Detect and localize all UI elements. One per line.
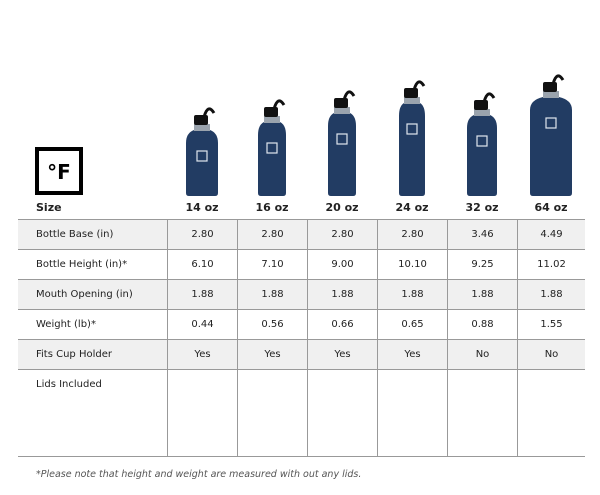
cap-handle [202,107,216,118]
size-label: 14 oz [185,200,219,214]
cap-handle [482,92,496,103]
value-cell: 7.10 [237,249,307,279]
bottle-neck [404,97,420,104]
value-cell: 6.10 [167,249,237,279]
value-cell: 3.46 [447,219,517,249]
cap-handle [551,74,565,85]
value-cell: 9.00 [307,249,377,279]
logo: °F [47,160,71,184]
value-cell: 1.55 [517,309,585,339]
logo-box [35,147,83,195]
bottle-logo [196,150,208,162]
bottle-cap [474,100,488,110]
bottle-body [467,115,497,196]
value-cell: 1.88 [377,279,447,309]
value-cell [307,369,377,457]
bottle-neck [543,91,559,98]
value-cell: 11.02 [517,249,585,279]
value-cell: 0.88 [447,309,517,339]
size-label: 64 oz [534,200,568,214]
value-cell: 0.66 [307,309,377,339]
bottle-logo [336,133,348,145]
bottle-logo [476,135,488,147]
footnote: *Please note that height and weight are … [36,469,362,480]
row-label: Weight (lb)* [18,309,167,339]
size-label: 16 oz [255,200,289,214]
bottle-body [328,113,356,196]
row-label: Fits Cup Holder [18,339,167,369]
value-cell [447,369,517,457]
size-label: 20 oz [325,200,359,214]
value-cell: 2.80 [237,219,307,249]
size-label: 24 oz [395,200,429,214]
bottle-neck [264,116,280,123]
value-cell: 4.49 [517,219,585,249]
value-cell [517,369,585,457]
bottle-body [399,103,425,196]
row-label: Bottle Base (in) [18,219,167,249]
value-cell: 9.25 [447,249,517,279]
bottle-logo [266,142,278,154]
value-cell [377,369,447,457]
value-cell: 2.80 [307,219,377,249]
value-cell [237,369,307,457]
value-cell: Yes [167,339,237,369]
bottle-body [186,130,218,196]
value-cell: 2.80 [167,219,237,249]
size-label: 32 oz [465,200,499,214]
value-cell: 0.56 [237,309,307,339]
row-label: Lids Included [18,369,167,457]
cap-handle [342,90,356,101]
cap-handle [272,99,286,110]
value-cell: Yes [307,339,377,369]
value-cell: 1.88 [307,279,377,309]
cap-handle [412,80,426,91]
value-cell: 1.88 [447,279,517,309]
bottle-logo [545,117,557,129]
value-cell: 0.65 [377,309,447,339]
value-cell: 1.88 [517,279,585,309]
value-cell: Yes [377,339,447,369]
bottle-cap [194,115,208,125]
bottle-neck [474,109,490,116]
bottle-cap [543,82,557,92]
value-cell: 1.88 [167,279,237,309]
bottle-neck [194,124,210,131]
bottle-neck [334,107,350,114]
value-cell: 10.10 [377,249,447,279]
value-cell [167,369,237,457]
header-label: Size [36,200,62,214]
value-cell: 1.88 [237,279,307,309]
value-cell: 2.80 [377,219,447,249]
value-cell: No [517,339,585,369]
value-cell: Yes [237,339,307,369]
value-cell: No [447,339,517,369]
bottle-cap [334,98,348,108]
bottle-body [530,97,572,196]
row-label: Bottle Height (in)* [18,249,167,279]
bottle-logo [406,123,418,135]
bottle-cap [264,107,278,117]
bottle-cap [404,88,418,98]
bottle-body [258,122,286,196]
value-cell: 0.44 [167,309,237,339]
row-label: Mouth Opening (in) [18,279,167,309]
